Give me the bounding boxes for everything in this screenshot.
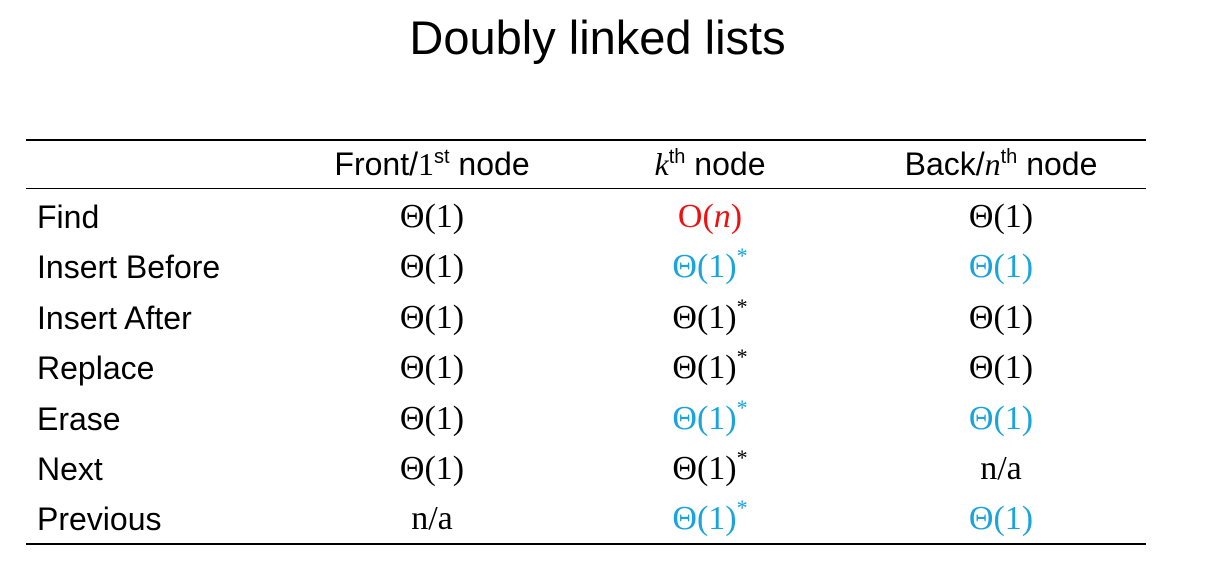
column-header-back: Back/nth node xyxy=(898,144,1104,184)
complexity-value: Θ(1) xyxy=(399,248,465,286)
column-header-superscript: th xyxy=(1000,146,1018,168)
complexity-value: Θ(1) xyxy=(968,198,1034,235)
amortized-marker: * xyxy=(736,344,748,370)
complexity-value: Θ(1) xyxy=(399,450,465,487)
complexity-value: Θ(1) xyxy=(672,349,737,387)
amortized-marker: * xyxy=(736,394,748,420)
complexity-value: Θ(1) xyxy=(399,198,465,235)
complexity-value: Θ(1) xyxy=(672,450,737,487)
column-header-kth: kth node xyxy=(607,144,813,184)
complexity-cell-back: Θ(1) xyxy=(898,494,1104,544)
table-row: Next Θ(1) Θ(1)* n/a xyxy=(0,444,1209,494)
amortized-marker: * xyxy=(736,293,748,319)
page-title: Doubly linked lists xyxy=(409,11,786,64)
complexity-cell-kth: Θ(1)* xyxy=(607,394,813,444)
complexity-cell-back: n/a xyxy=(898,444,1104,494)
column-header-ordinal: k xyxy=(654,146,669,182)
complexity-cell-front: Θ(1) xyxy=(329,343,535,393)
complexity-cell-kth: Θ(1)* xyxy=(607,343,813,393)
complexity-variable: n xyxy=(713,198,731,235)
operation-label: Find xyxy=(37,199,100,235)
complexity-cell-kth: Θ(1)* xyxy=(607,444,813,494)
column-header-front: Front/1st node xyxy=(329,144,535,184)
complexity-cell-kth: Θ(1)* xyxy=(607,494,813,544)
amortized-marker: * xyxy=(736,445,748,470)
complexity-value: Θ(1) xyxy=(672,399,737,437)
column-header-superscript: st xyxy=(433,146,450,168)
complexity-value: Θ(1) xyxy=(399,349,465,387)
complexity-value: Θ(1) xyxy=(968,399,1034,437)
complexity-value: Θ(1) xyxy=(672,500,737,538)
complexity-suffix: ) xyxy=(730,198,743,235)
table-row: Replace Θ(1) Θ(1)* Θ(1) xyxy=(0,343,1209,393)
complexity-cell-front: Θ(1) xyxy=(329,293,535,343)
complexity-value: Θ(1) xyxy=(399,298,465,336)
complexity-value: Θ(1) xyxy=(968,298,1034,336)
complexity-value: n/a xyxy=(411,500,453,538)
operation-label: Insert After xyxy=(37,299,192,336)
column-header-superscript: th xyxy=(668,146,686,168)
column-header-prefix: Front/ xyxy=(334,146,418,182)
complexity-value: n/a xyxy=(980,450,1022,487)
table-top-rule xyxy=(26,139,1146,141)
table-row: Insert After Θ(1) Θ(1)* Θ(1) xyxy=(0,293,1209,343)
table-bottom-rule xyxy=(26,543,1146,545)
complexity-cell-front: Θ(1) xyxy=(329,192,535,242)
complexity-cell-front: n/a xyxy=(329,494,535,544)
complexity-cell-front: Θ(1) xyxy=(329,242,535,292)
operation-label: Insert Before xyxy=(37,249,221,286)
complexity-cell-kth: O(n) xyxy=(607,192,813,242)
complexity-value: Θ(1) xyxy=(968,349,1034,387)
operation-label: Replace xyxy=(37,350,155,387)
column-header-suffix: node xyxy=(685,146,766,182)
column-header-ordinal: n xyxy=(984,146,1001,182)
table-row: Erase Θ(1) Θ(1)* Θ(1) xyxy=(0,394,1209,444)
column-header-ordinal: 1 xyxy=(417,146,434,182)
table-row: Previous n/a Θ(1)* Θ(1) xyxy=(0,494,1209,544)
complexity-cell-front: Θ(1) xyxy=(329,394,535,444)
complexity-value: Θ(1) xyxy=(968,500,1034,538)
complexity-value: Θ(1) xyxy=(968,248,1034,286)
complexity-cell-back: Θ(1) xyxy=(898,242,1104,292)
amortized-marker: * xyxy=(736,243,748,269)
column-header-suffix: node xyxy=(1017,146,1098,182)
complexity-cell-back: Θ(1) xyxy=(898,394,1104,444)
complexity-prefix: O( xyxy=(677,198,714,235)
column-header-prefix: Back/ xyxy=(904,146,985,182)
operation-label: Next xyxy=(37,451,103,487)
complexity-cell-front: Θ(1) xyxy=(329,444,535,494)
complexity-cell-back: Θ(1) xyxy=(898,343,1104,393)
complexity-value: Θ(1) xyxy=(672,298,737,336)
table-row: Find Θ(1) O(n) Θ(1) xyxy=(0,192,1209,242)
column-header-suffix: node xyxy=(449,146,530,182)
complexity-cell-back: Θ(1) xyxy=(898,293,1104,343)
complexity-value: Θ(1) xyxy=(399,399,465,437)
complexity-cell-kth: Θ(1)* xyxy=(607,242,813,292)
complexity-cell-back: Θ(1) xyxy=(898,192,1104,242)
amortized-marker: * xyxy=(736,495,748,521)
table-header-rule xyxy=(26,188,1146,189)
complexity-value: Θ(1) xyxy=(672,248,737,286)
operation-label: Previous xyxy=(37,501,162,538)
operation-label: Erase xyxy=(37,400,121,437)
complexity-cell-kth: Θ(1)* xyxy=(607,293,813,343)
table-row: Insert Before Θ(1) Θ(1)* Θ(1) xyxy=(0,242,1209,292)
